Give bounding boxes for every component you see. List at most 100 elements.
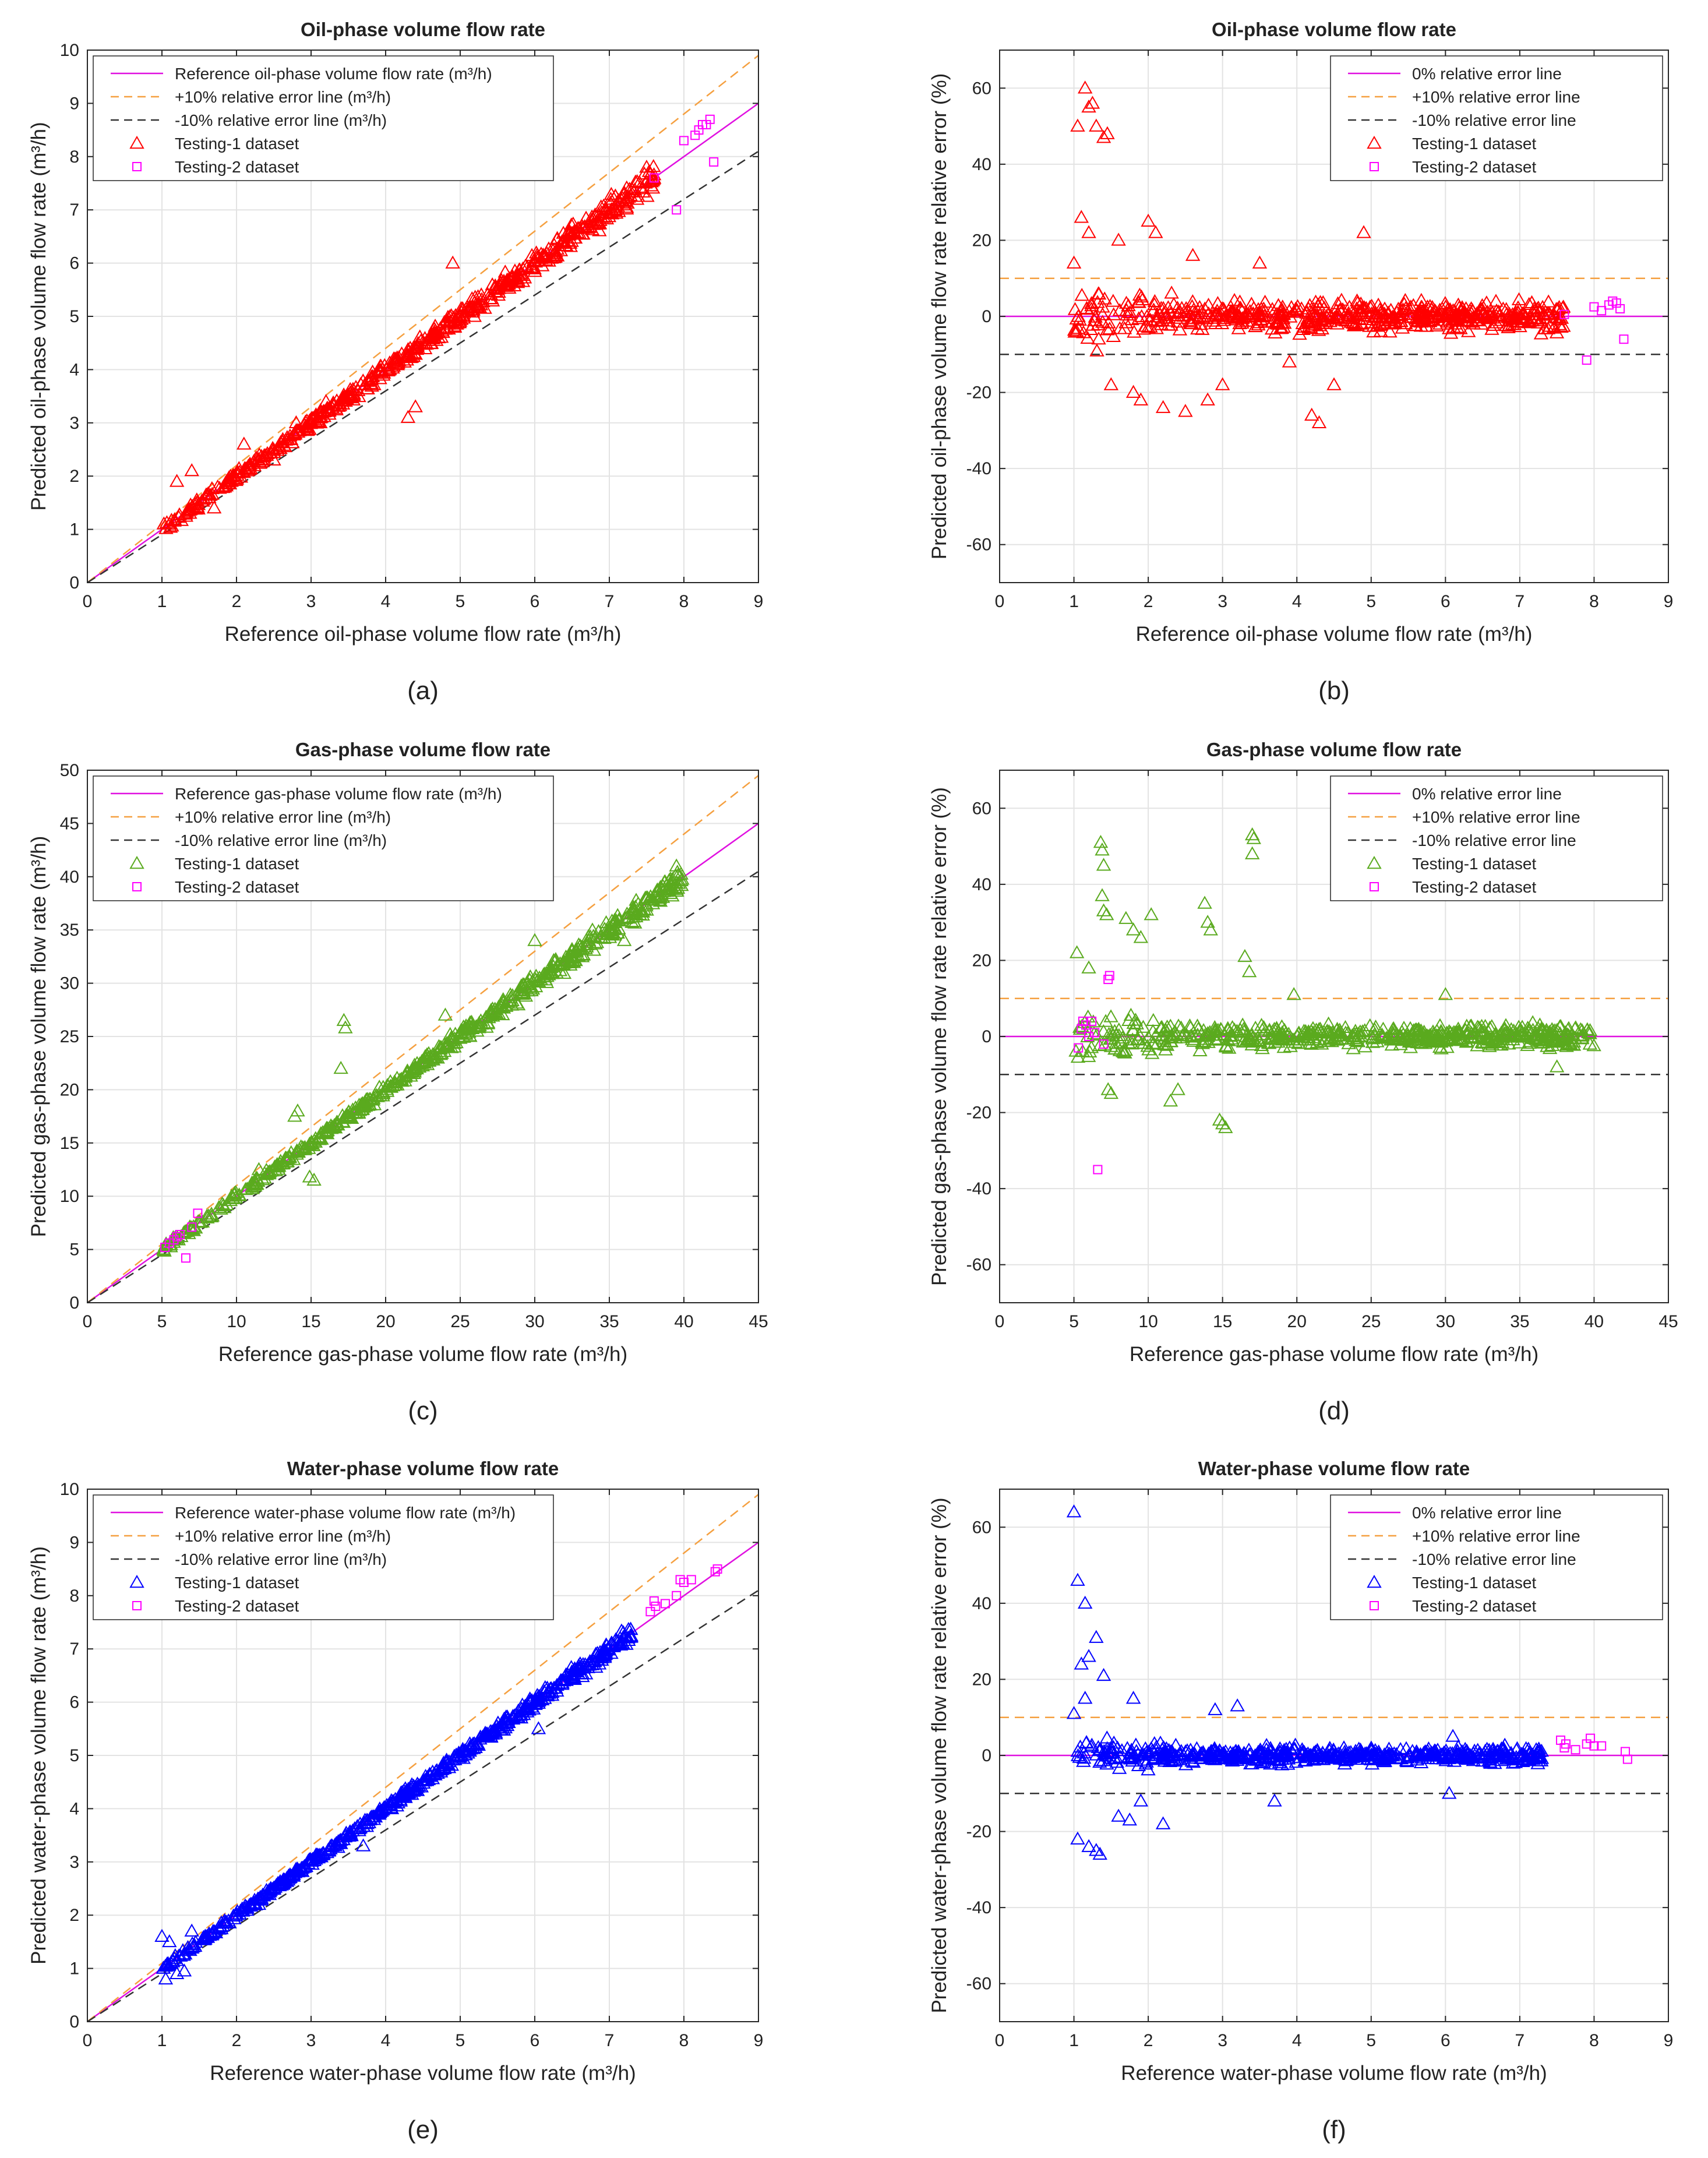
testing1-point: [286, 1152, 301, 1165]
testing1-point: [352, 1816, 368, 1830]
plus10-line: [87, 1494, 758, 2022]
testing1-point: [1163, 1034, 1178, 1048]
x-tick-label: 5: [157, 1312, 167, 1331]
testing1-point: [1469, 310, 1484, 323]
testing1-point: [1225, 311, 1240, 324]
y-tick-label: 5: [69, 1746, 79, 1765]
testing1-point: [397, 1073, 412, 1087]
testing1-point: [1282, 1740, 1297, 1754]
testing1-point: [1402, 1034, 1417, 1048]
testing1-point: [408, 399, 423, 412]
x-axis-label: Reference gas-phase volume flow rate (m³…: [218, 1343, 627, 1366]
testing1-point: [385, 1078, 401, 1092]
testing1-point: [620, 191, 635, 204]
testing1-point: [1197, 895, 1212, 909]
testing1-point: [1379, 1745, 1395, 1758]
y-tick-label: 2: [69, 1906, 79, 1925]
testing1-point: [158, 1971, 174, 1985]
testing1-point: [1306, 309, 1322, 322]
testing1-point: [204, 486, 220, 500]
testing1-point: [1311, 1022, 1326, 1035]
testing1-point: [1215, 1116, 1230, 1130]
testing1-point: [669, 858, 684, 872]
testing1-point: [1455, 300, 1470, 313]
legend-swatch-testing1: [129, 1574, 144, 1588]
legend-label: Testing-2 dataset: [1412, 878, 1536, 896]
testing1-point: [1106, 294, 1121, 307]
testing1-point: [1531, 315, 1546, 329]
testing1-point: [1311, 415, 1327, 429]
y-tick-label: 50: [60, 761, 79, 780]
testing1-point: [1469, 312, 1484, 326]
testing1-point: [1163, 318, 1179, 331]
panel-d: 0 5 10 15 20 25 30 35 40 45 -60 -40 -20 0 20 40 60 Gas-ph…: [928, 739, 1678, 1425]
testing1-point: [1389, 1747, 1404, 1760]
testing1-point: [1066, 1504, 1082, 1518]
testing1-point: [1441, 1786, 1457, 1799]
testing1-point: [420, 1050, 436, 1064]
testing1-point: [1185, 294, 1201, 308]
testing1-point: [577, 219, 592, 232]
testing1-point: [1456, 1747, 1471, 1760]
testing1-point: [630, 189, 645, 202]
testing1-point: [496, 1000, 511, 1014]
y-tick-label: 6: [69, 1693, 79, 1712]
testing1-point: [176, 1948, 191, 1961]
testing1-point: [351, 1823, 366, 1836]
testing1-point: [1282, 1029, 1298, 1043]
testing1-point: [437, 1007, 453, 1021]
testing2-point: [1093, 1165, 1103, 1175]
testing1-point: [1441, 1749, 1457, 1762]
testing1-point: [611, 921, 626, 935]
testing2-point: [1589, 1741, 1599, 1751]
y-tick-label: 0: [982, 1027, 991, 1046]
y-tick-label: -60: [966, 535, 991, 555]
testing1-point: [1252, 309, 1268, 322]
y-tick-label: 6: [69, 254, 79, 273]
testing1-point: [1111, 1761, 1127, 1774]
testing1-point: [1278, 1032, 1293, 1045]
testing1-point: [1091, 286, 1106, 299]
testing1-point: [1250, 306, 1266, 320]
testing1-point: [1128, 1737, 1144, 1751]
testing1-point: [1124, 1750, 1140, 1764]
testing1-point: [1353, 1024, 1368, 1038]
testing1-point: [1297, 1032, 1312, 1046]
testing1-point: [1178, 404, 1193, 417]
testing1-point: [1261, 1035, 1276, 1049]
testing1-point: [643, 174, 658, 187]
testing1-point: [1374, 1027, 1390, 1041]
testing1-point: [1186, 311, 1201, 324]
testing1-point: [276, 1875, 291, 1889]
testing1-point: [1230, 1698, 1245, 1712]
testing1-point: [1106, 329, 1121, 342]
legend-label: +10% relative error line: [1412, 1527, 1580, 1545]
testing1-point: [1443, 1032, 1459, 1046]
ticks: 0 5 10 15 20 25 30 35 40 45 0 5 10 15 20 25 30 35 40 45 50: [60, 761, 768, 1331]
testing1-point: [433, 1040, 449, 1053]
testing1-point: [271, 440, 287, 454]
testing1-point: [1222, 1041, 1237, 1054]
testing1-point: [405, 348, 421, 362]
testing1-point: [1132, 1028, 1147, 1041]
x-tick-label: 7: [1515, 2031, 1525, 2050]
testing1-point: [471, 1018, 486, 1032]
testing1-point: [430, 1765, 445, 1779]
testing1-point: [1237, 948, 1252, 962]
testing1-point: [341, 1104, 357, 1118]
testing1-point: [568, 944, 583, 957]
testing1-point: [1586, 1038, 1601, 1052]
y-tick-label: 15: [60, 1134, 79, 1153]
testing1-point: [1420, 1751, 1436, 1764]
x-tick-label: 6: [530, 592, 540, 611]
testing1-point: [484, 291, 499, 304]
testing1-point: [1200, 392, 1215, 405]
legend-label: Testing-1 dataset: [175, 135, 299, 153]
testing1-point: [1357, 1039, 1372, 1053]
testing1-point: [1299, 304, 1314, 318]
testing1-point: [465, 304, 481, 318]
testing1-point: [517, 270, 532, 284]
testing1-point: [1170, 1082, 1185, 1095]
testing1-point: [574, 949, 590, 962]
